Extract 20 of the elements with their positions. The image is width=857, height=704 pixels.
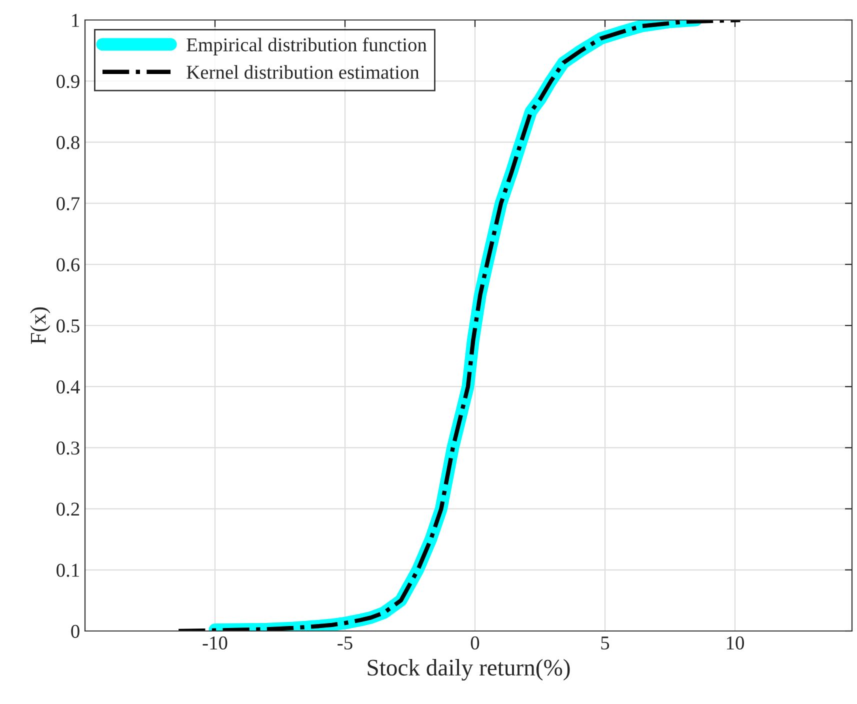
- legend-label: Kernel distribution estimation: [186, 65, 420, 79]
- y-tick-label: 0: [71, 624, 80, 638]
- x-tick-label: -5: [338, 636, 352, 650]
- y-tick-label: 0.2: [56, 502, 80, 516]
- y-tick-label: 0.3: [56, 442, 80, 455]
- legend-label: Empirical distribution function: [186, 38, 427, 56]
- y-tick-label: 0.7: [56, 197, 80, 210]
- x-tick-label: -10: [202, 636, 228, 650]
- y-tick-label: 0.9: [56, 74, 80, 88]
- x-axis-title: Stock daily return(%): [368, 659, 570, 681]
- y-tick-label: 0.4: [56, 380, 80, 394]
- x-tick-label: 10: [726, 636, 744, 650]
- x-tick-label: 0: [470, 636, 480, 650]
- y-tick-label: 0.8: [56, 136, 80, 150]
- y-tick-label: 0.1: [56, 564, 79, 577]
- x-tick-label: 5: [601, 636, 610, 650]
- y-axis-title: F(x): [30, 307, 50, 344]
- y-tick-label: 0.6: [56, 258, 80, 272]
- y-tick-label: 0.5: [56, 319, 80, 333]
- y-tick-label: 1: [72, 14, 79, 27]
